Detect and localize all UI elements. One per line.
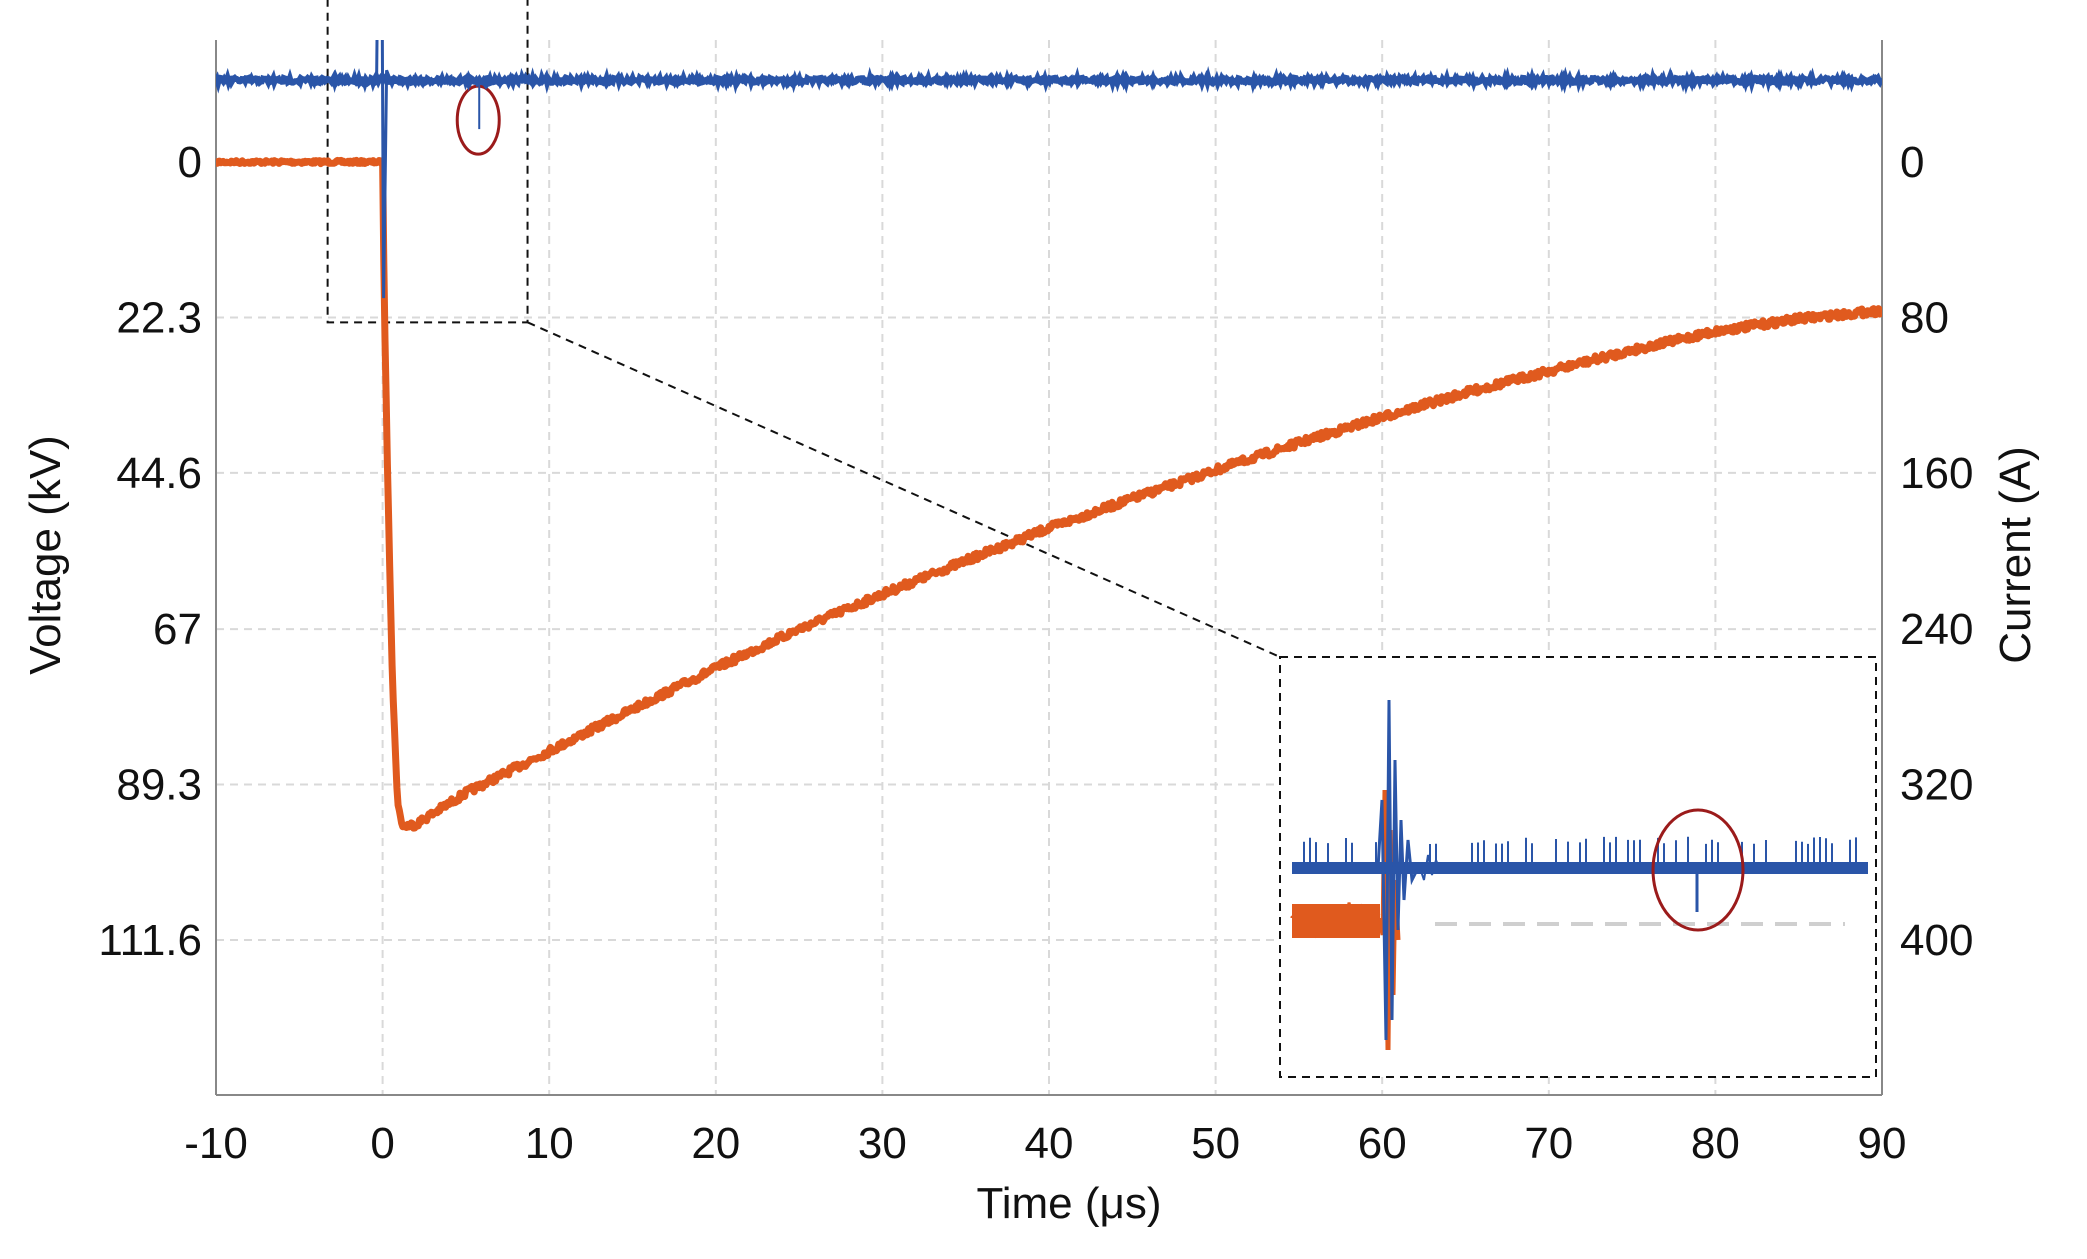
inset-current-ringing: [1419, 854, 1441, 881]
left-tick-label: 111.6: [98, 916, 202, 965]
inset-panel: [1279, 656, 1877, 1078]
axes: [215, 40, 1883, 1096]
left-tick-label: 89.3: [116, 761, 202, 810]
tick-labels: -10 0 10 20 30 40 50 60 70 80 90 0 22.3 44.6 67 89.3 111…: [98, 138, 1973, 1168]
x-axis-title: Time (μs): [976, 1179, 1161, 1228]
right-tick-label: 400: [1900, 916, 1973, 965]
series-group: [216, 40, 1882, 832]
x-tick-label: 0: [370, 1119, 394, 1168]
zoom-annotation: [326, 0, 1281, 658]
voltage-series-line: [216, 156, 1882, 832]
x-tick-label: 70: [1524, 1119, 1573, 1168]
right-tick-label: 320: [1900, 760, 1973, 809]
current-series-line: [216, 66, 1882, 95]
right-tick-label: 240: [1900, 605, 1973, 654]
x-tick-label: 20: [691, 1119, 740, 1168]
right-tick-label: 80: [1900, 294, 1949, 343]
x-tick-label: 60: [1358, 1119, 1407, 1168]
zoom-connector-line: [527, 321, 1281, 658]
x-tick-label: -10: [184, 1119, 248, 1168]
x-tick-label: 40: [1025, 1119, 1074, 1168]
left-tick-label: 67: [153, 605, 202, 654]
inset-current-burst: [1376, 699, 1420, 1041]
inset-current-noise: [1303, 836, 1857, 868]
right-tick-label: 0: [1900, 138, 1924, 187]
inset-content: [1290, 699, 1868, 1051]
highlight-circle-inset: [1651, 808, 1745, 932]
x-tick-label: 10: [525, 1119, 574, 1168]
x-tick-label: 50: [1191, 1119, 1240, 1168]
left-tick-label: 44.6: [116, 449, 202, 498]
right-tick-label: 160: [1900, 449, 1973, 498]
right-axis-title: Current (A): [1991, 446, 2040, 664]
left-tick-label: 0: [178, 138, 202, 187]
zoom-source-box: [326, 0, 529, 324]
x-tick-label: 80: [1691, 1119, 1740, 1168]
current-spike: [375, 40, 392, 299]
left-tick-label: 22.3: [116, 293, 202, 342]
x-tick-label: 90: [1858, 1119, 1907, 1168]
x-tick-label: 30: [858, 1119, 907, 1168]
inset-voltage-band: [1292, 904, 1380, 938]
left-axis-title: Voltage (kV): [21, 435, 70, 675]
